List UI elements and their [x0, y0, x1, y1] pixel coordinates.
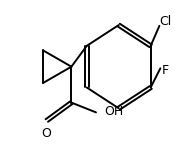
- Text: OH: OH: [104, 105, 124, 118]
- Text: F: F: [161, 64, 169, 77]
- Text: Cl: Cl: [159, 15, 171, 28]
- Text: O: O: [41, 127, 51, 140]
